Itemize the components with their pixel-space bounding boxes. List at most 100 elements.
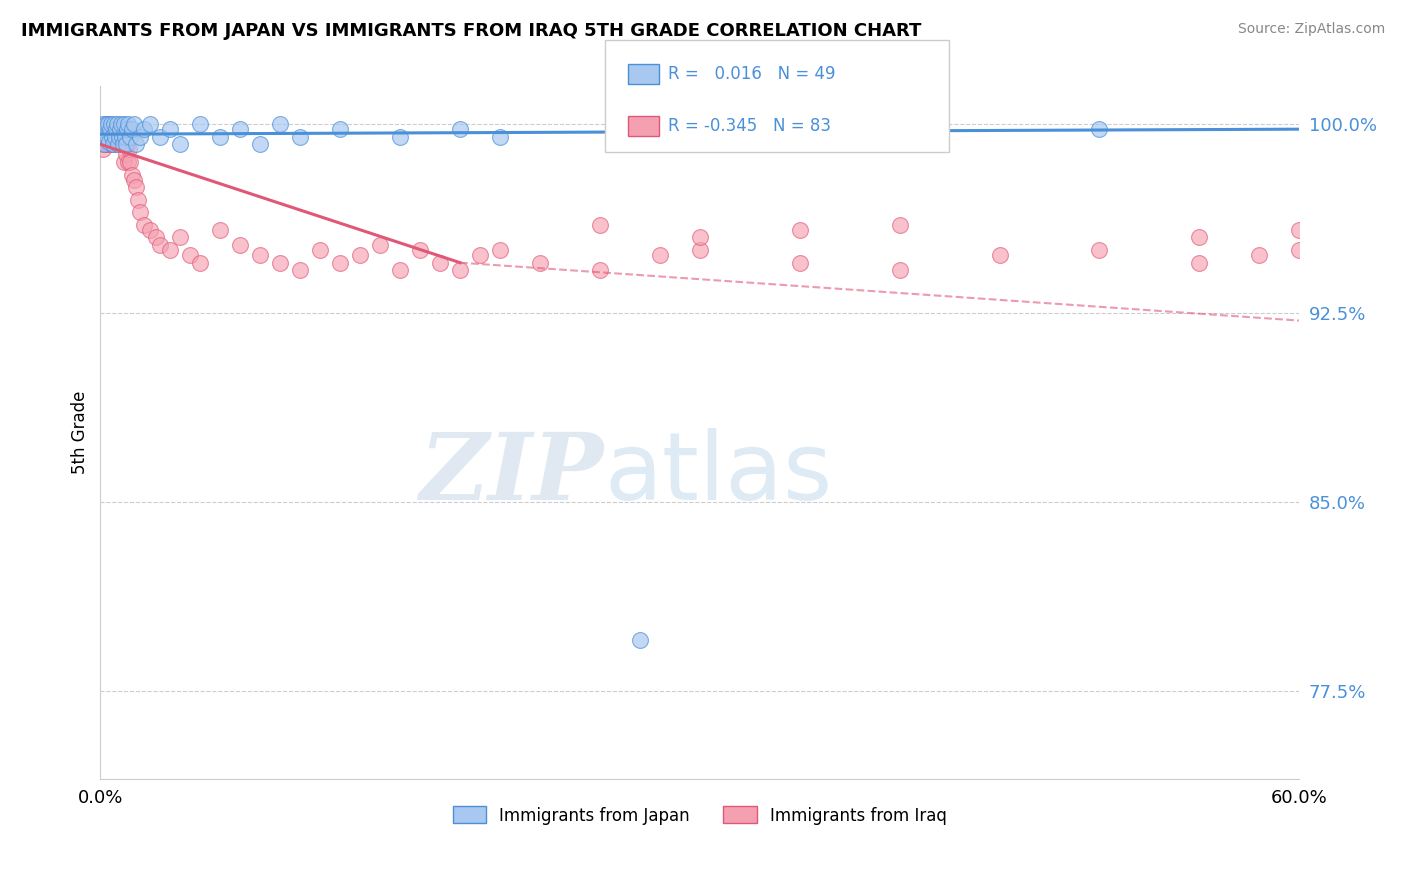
Point [129, 205, 152, 219]
Point [689, 230, 711, 244]
Point [114, 129, 136, 144]
Point [269, 117, 291, 131]
Point [108, 122, 131, 136]
Point [98, 137, 121, 152]
Point [169, 230, 191, 244]
Point [118, 142, 141, 156]
Point [249, 137, 271, 152]
Point [139, 117, 162, 131]
Point [114, 137, 136, 152]
Point [1288, 223, 1310, 237]
Point [96, 129, 118, 144]
Point [107, 129, 129, 144]
Point [104, 129, 127, 144]
Point [1249, 248, 1271, 262]
Point [1088, 122, 1111, 136]
Point [789, 223, 811, 237]
Point [139, 223, 162, 237]
Point [91, 122, 114, 136]
Point [889, 263, 911, 277]
Point [389, 129, 412, 144]
Point [110, 122, 132, 136]
Point [93, 137, 115, 152]
Point [149, 238, 172, 252]
Point [90, 129, 112, 144]
Point [110, 137, 132, 152]
Y-axis label: 5th Grade: 5th Grade [72, 391, 89, 475]
Point [449, 263, 471, 277]
Point [124, 172, 146, 186]
Point [96, 117, 118, 131]
Point [169, 137, 191, 152]
Point [179, 248, 201, 262]
Point [112, 137, 135, 152]
Point [91, 129, 114, 144]
Point [988, 248, 1011, 262]
Point [93, 122, 115, 136]
Point [97, 117, 120, 131]
Point [449, 122, 471, 136]
Point [117, 122, 139, 136]
Point [288, 129, 311, 144]
Point [789, 255, 811, 269]
Point [96, 137, 118, 152]
Point [648, 248, 671, 262]
Point [134, 122, 156, 136]
Point [93, 137, 115, 152]
Point [349, 248, 371, 262]
Point [159, 122, 181, 136]
Point [368, 238, 391, 252]
Point [125, 180, 148, 194]
Point [110, 129, 132, 144]
Text: ZIP: ZIP [419, 429, 603, 519]
Point [105, 122, 128, 136]
Point [103, 122, 125, 136]
Point [145, 230, 167, 244]
Point [127, 193, 149, 207]
Point [111, 129, 134, 144]
Point [329, 255, 352, 269]
Point [93, 117, 115, 131]
Point [529, 255, 551, 269]
Point [97, 122, 120, 136]
Point [229, 238, 252, 252]
Point [94, 122, 117, 136]
Point [101, 129, 124, 144]
Point [121, 168, 143, 182]
Point [117, 137, 139, 152]
Point [134, 218, 156, 232]
Point [100, 137, 122, 152]
Text: atlas: atlas [603, 428, 832, 520]
Text: IMMIGRANTS FROM JAPAN VS IMMIGRANTS FROM IRAQ 5TH GRADE CORRELATION CHART: IMMIGRANTS FROM JAPAN VS IMMIGRANTS FROM… [21, 22, 921, 40]
Point [115, 147, 138, 161]
Point [269, 255, 291, 269]
Point [98, 122, 121, 136]
Point [105, 137, 128, 152]
Point [93, 142, 115, 156]
Point [589, 263, 612, 277]
Point [468, 248, 491, 262]
Point [129, 129, 152, 144]
Point [309, 243, 332, 257]
Point [1288, 243, 1310, 257]
Point [689, 243, 711, 257]
Point [489, 243, 512, 257]
Point [628, 633, 651, 648]
Point [1088, 243, 1111, 257]
Point [1188, 230, 1211, 244]
Text: R = -0.345   N = 83: R = -0.345 N = 83 [668, 117, 831, 135]
Point [98, 129, 121, 144]
Point [112, 137, 135, 152]
Point [98, 122, 121, 136]
Point [100, 117, 122, 131]
Point [108, 129, 131, 144]
Point [188, 255, 211, 269]
Text: R =   0.016   N = 49: R = 0.016 N = 49 [668, 65, 835, 83]
Point [159, 243, 181, 257]
Point [120, 129, 142, 144]
Point [209, 129, 232, 144]
Point [96, 117, 118, 131]
Point [93, 129, 115, 144]
Point [96, 129, 118, 144]
Point [389, 263, 412, 277]
